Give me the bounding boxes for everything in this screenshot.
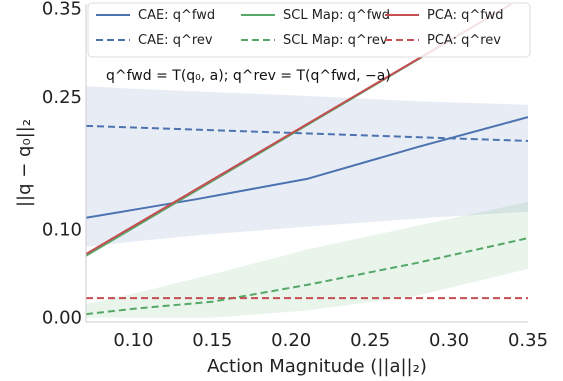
y-tick-label: 0.10: [42, 219, 82, 240]
y-tick-label: 0.00: [42, 308, 82, 329]
legend-label-scl-map-q-fwd: SCL Map: q^fwd: [283, 8, 390, 23]
x-tick-label: 0.20: [271, 330, 311, 351]
annotation-formula: q^fwd = T(q₀, a); q^rev = T(q^fwd, −a): [106, 68, 391, 84]
legend-label-cae-q-fwd: CAE: q^fwd: [138, 8, 215, 23]
x-tick-label: 0.25: [350, 330, 390, 351]
legend-label-scl-map-q-rev: SCL Map: q^rev: [283, 33, 388, 48]
x-axis-ticks: 0.10 0.15 0.20 0.25 0.30 0.35: [113, 330, 548, 351]
legend-frame: [87, 2, 531, 58]
x-tick-label: 0.35: [508, 330, 548, 351]
band-cae-q-fwd: [86, 86, 528, 247]
legend-label-cae-q-rev: CAE: q^rev: [138, 33, 213, 48]
x-tick-label: 0.15: [192, 330, 232, 351]
band-scl-map-q-rev: [86, 201, 528, 318]
confidence-bands: [86, 86, 528, 318]
x-axis-label: Action Magnitude (||a||₂): [207, 356, 427, 377]
line-cae-q-rev: [86, 124, 528, 142]
y-axis-ticks: 0.00 0.10 0.25 0.35: [42, 0, 82, 329]
y-tick-label: 0.25: [42, 87, 82, 108]
x-tick-label: 0.10: [113, 330, 153, 351]
y-axis-label: ||q − q₀||₂: [14, 119, 35, 207]
y-tick-label: 0.35: [42, 0, 82, 19]
x-tick-label: 0.30: [429, 330, 469, 351]
axes: [85, 4, 528, 323]
legend-label-pca-q-rev: PCA: q^rev: [427, 33, 501, 48]
legend-label-pca-q-fwd: PCA: q^fwd: [427, 8, 503, 23]
line-cae-q-fwd: [86, 116, 528, 219]
line-scl-map-q-rev: [86, 237, 528, 316]
legend: CAE: q^fwd CAE: q^rev SCL Map: q^fwd SCL Ma…: [87, 2, 531, 58]
